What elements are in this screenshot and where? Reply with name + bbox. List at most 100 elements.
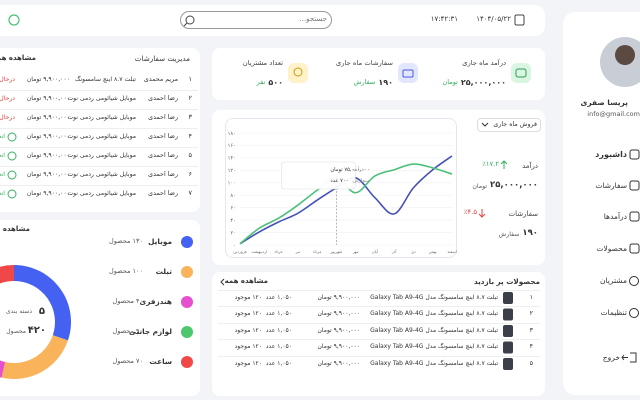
menu-icon bbox=[629, 211, 640, 222]
user-glyph bbox=[293, 67, 303, 77]
user-name: پریسا صفری bbox=[580, 97, 628, 107]
menu-item[interactable]: سفارشات bbox=[595, 180, 627, 190]
menu-item[interactable]: محصولات bbox=[596, 243, 627, 253]
y-tick-label: ۱۸۰ bbox=[228, 131, 236, 137]
summary-change: ٪۱۷.۲ bbox=[482, 160, 499, 169]
y-tick-label: ۱۴۰ bbox=[228, 156, 236, 162]
menu-icon bbox=[629, 276, 639, 286]
menu-item[interactable]: تنظیمات bbox=[600, 307, 627, 317]
y-tick-label: ۲۰ bbox=[230, 230, 236, 236]
orders-view-all[interactable]: مشاهده همه bbox=[0, 54, 36, 63]
menu-item[interactable]: مشتریان bbox=[600, 275, 627, 285]
product-name: تبلت ۸.۷ اینچ سامسونگ مدل Galaxy Tab A9-… bbox=[370, 310, 498, 318]
down-arrow bbox=[478, 209, 486, 218]
legend-name: ساعت bbox=[149, 356, 172, 366]
status-icon bbox=[7, 189, 17, 199]
y-tick-label: ۱۲۰ bbox=[228, 168, 236, 174]
order-customer: رضا احمدی bbox=[148, 113, 178, 121]
order-price: ۹,۹۰۰,۰۰۰ تومان bbox=[26, 170, 70, 178]
row-divider bbox=[0, 146, 198, 148]
product-stock: ۱۲۰ موجود bbox=[234, 343, 262, 351]
order-price: ۹,۹۰۰,۰۰۰ تومان bbox=[26, 189, 70, 197]
search-placeholder[interactable]: جستجو... bbox=[299, 15, 328, 24]
donut-slice bbox=[14, 265, 71, 341]
stat-unit: نفر bbox=[256, 78, 266, 87]
menu-item[interactable]: داشبورد bbox=[595, 150, 627, 160]
center-total-label: محصول bbox=[6, 327, 26, 335]
view-categories[interactable]: مشاهده دسته بندی bbox=[0, 225, 30, 234]
summary-label: درآمد bbox=[522, 162, 538, 171]
view-all-arrow[interactable] bbox=[220, 278, 225, 286]
stat-value: ۲۵,۰۰۰,۰۰۰ bbox=[460, 78, 506, 88]
order-index: ۳ bbox=[188, 113, 193, 122]
order-status: درحال bbox=[0, 75, 15, 83]
product-price: ۹,۹۰۰,۰۰۰ تومان bbox=[317, 326, 361, 334]
menu-item[interactable]: درآمدها bbox=[603, 211, 627, 221]
order-product: موبایل شیائومی ردمی نوت bbox=[67, 170, 136, 178]
order-customer: رضا احمدی bbox=[148, 170, 178, 178]
product-price: ۹,۹۰۰,۰۰۰ تومان bbox=[317, 359, 361, 367]
order-price: ۹,۹۰۰,۰۰۰ تومان bbox=[26, 75, 70, 83]
x-tick-label: مرداد bbox=[313, 249, 322, 254]
order-customer: رضا احمدی bbox=[148, 189, 178, 197]
order-index: ۱ bbox=[188, 75, 193, 84]
tooltip-value: ۷۰۰ عدد bbox=[330, 178, 348, 184]
product-sold: ۱,۰۵۰ عدد bbox=[265, 293, 292, 301]
menu-icon bbox=[629, 180, 640, 191]
y-tick-label: ۴۰ bbox=[230, 218, 236, 224]
legend-count: ۴۰ محصول bbox=[112, 297, 143, 306]
product-name: تبلت ۸.۷ اینچ سامسونگ مدل Galaxy Tab A9-… bbox=[370, 326, 498, 334]
y-tick-label: ۶۰ bbox=[230, 205, 236, 211]
legend-count: ۱۳۰ محصول bbox=[109, 237, 143, 246]
x-tick-label: فروردین bbox=[233, 249, 246, 254]
order-price: ۹,۹۰۰,۰۰۰ تومان bbox=[26, 113, 70, 121]
user-email: info@gmail.com bbox=[587, 110, 640, 119]
order-product: موبایل شیائومی ردمی نوت bbox=[67, 132, 136, 140]
row-divider bbox=[218, 355, 540, 357]
x-tick-label: شهریور bbox=[329, 249, 342, 254]
time: ۱۷:۴۲:۳۱ bbox=[430, 15, 458, 24]
row-divider bbox=[218, 289, 540, 291]
row-divider bbox=[0, 108, 198, 110]
order-customer: رضا احمدی bbox=[148, 151, 178, 159]
stat-title: درآمد ماه جاری bbox=[462, 59, 506, 68]
order-customer: رضا احمدی bbox=[148, 132, 178, 140]
x-tick-label: اسفند bbox=[447, 249, 456, 254]
legend-dot bbox=[181, 356, 193, 368]
status-icon bbox=[7, 170, 17, 180]
x-tick-label: بهمن bbox=[429, 249, 437, 254]
row-divider bbox=[0, 89, 198, 91]
y-tick-label: ۸۰ bbox=[230, 193, 236, 199]
dropdown-chevron bbox=[481, 122, 489, 127]
row-divider bbox=[0, 184, 198, 186]
order-price: ۹,۹۰۰,۰۰۰ تومان bbox=[26, 151, 70, 159]
order-customer: رضا احمدی bbox=[148, 94, 178, 102]
period-dropdown[interactable] bbox=[477, 118, 541, 132]
product-stock: ۱۲۰ موجود bbox=[234, 310, 262, 318]
customers-icon bbox=[288, 63, 308, 83]
summary-label: سفارشات bbox=[508, 210, 538, 219]
search-box[interactable] bbox=[180, 11, 332, 29]
tooltip-name: درآمد bbox=[352, 166, 363, 173]
stat-title: سفارشات ماه جاری bbox=[335, 59, 393, 68]
x-tick-label: اردیبهشت bbox=[251, 249, 267, 254]
order-price: ۹,۹۰۰,۰۰۰ تومان bbox=[26, 94, 70, 102]
product-sold: ۱,۰۵۰ عدد bbox=[265, 343, 292, 351]
row-divider bbox=[218, 306, 540, 308]
legend-count: ۹۰ محصول bbox=[112, 327, 143, 336]
x-tick-label: آبان bbox=[372, 249, 379, 254]
order-index: ۶ bbox=[188, 170, 193, 179]
legend-name: موبایل bbox=[148, 236, 172, 246]
dropdown-label[interactable]: فروش ماه جاری bbox=[493, 120, 537, 128]
chat-icon[interactable] bbox=[8, 14, 20, 26]
order-status: انجام bbox=[0, 189, 5, 197]
order-status: درحال bbox=[0, 94, 15, 102]
products-view-all[interactable]: مشاهده همه bbox=[224, 277, 268, 286]
logout[interactable]: خروج bbox=[602, 352, 620, 362]
wallet-glyph bbox=[515, 68, 527, 78]
order-product: تبلت ۸.۷ اینچ سامسونگ bbox=[75, 75, 136, 83]
product-name: تبلت ۸.۷ اینچ سامسونگ مدل Galaxy Tab A9-… bbox=[370, 343, 498, 351]
products-title: محصولات پر بازدید bbox=[473, 276, 540, 286]
product-index: ۴ bbox=[529, 343, 533, 351]
